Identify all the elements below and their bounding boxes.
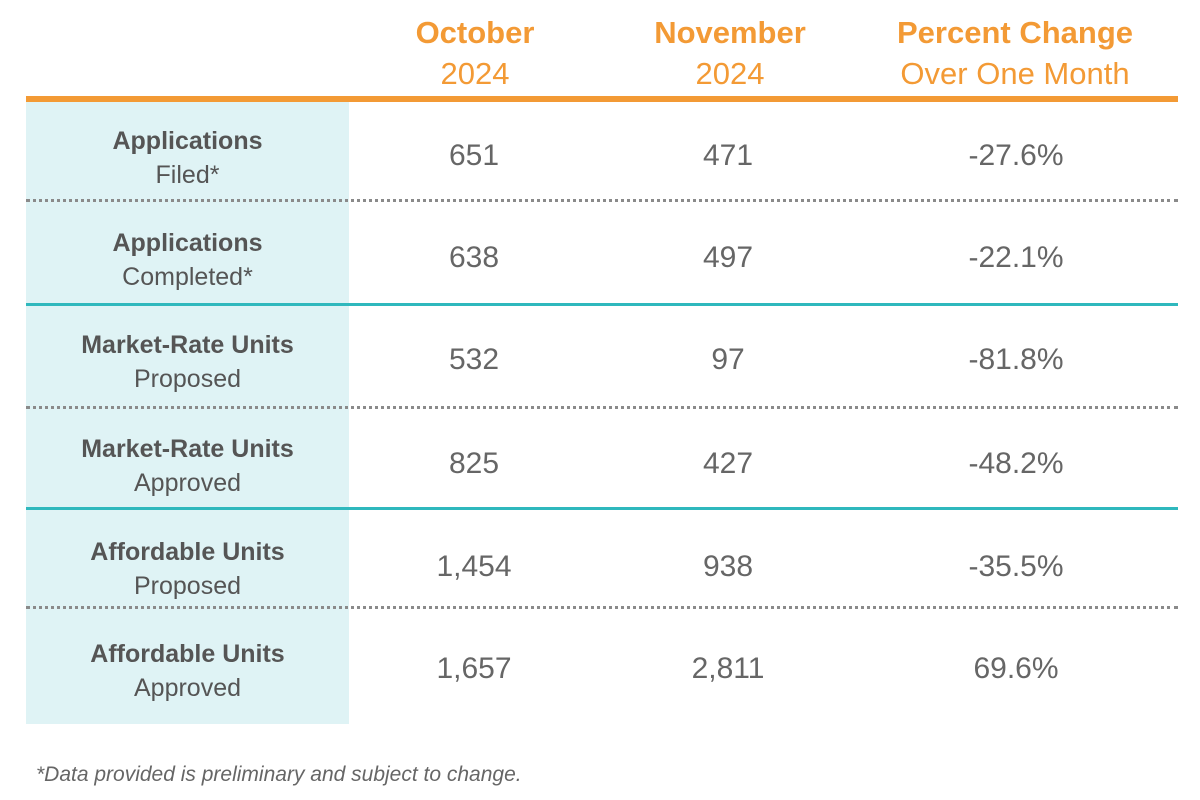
october-value: 825 [448, 447, 500, 480]
header-percent-change-title: Percent Change [896, 15, 1133, 50]
percent-change-value: -27.6% [968, 139, 1064, 172]
group-divider [26, 507, 1178, 510]
october-value: 1,657 [436, 652, 512, 685]
row-label-bold: Applications [112, 127, 263, 155]
row-label-bold: Affordable Units [90, 538, 285, 566]
percent-change-value: -48.2% [968, 447, 1064, 480]
table-row: Affordable Units Proposed 1,454 938 -35.… [0, 515, 1200, 617]
header-month: November [654, 15, 806, 50]
row-label-normal: Completed* [122, 263, 253, 291]
november-value: 497 [702, 241, 754, 274]
header-month: October [415, 15, 535, 50]
header-percent-change: Percent Change Over One Month [870, 12, 1160, 94]
percent-change-value: -35.5% [968, 550, 1064, 583]
row-divider-dotted [26, 406, 1178, 409]
row-label: Applications Filed* [26, 124, 349, 192]
row-label-bold: Market-Rate Units [81, 435, 294, 463]
row-label: Affordable Units Approved [26, 637, 349, 705]
header-year: 2024 [695, 56, 765, 91]
header-year: 2024 [440, 56, 510, 91]
row-label-normal: Approved [133, 469, 242, 497]
row-label: Applications Completed* [26, 226, 349, 294]
november-value: 427 [702, 447, 754, 480]
row-label-bold: Affordable Units [90, 640, 285, 668]
row-divider-dotted [26, 606, 1178, 609]
percent-change-value: -22.1% [968, 241, 1064, 274]
header-divider [26, 96, 1178, 102]
footnote: *Data provided is preliminary and subjec… [36, 763, 522, 786]
table-header: October 2024 November 2024 Percent Chang… [0, 0, 1200, 100]
row-label-bold: Market-Rate Units [81, 331, 294, 359]
header-percent-change-subtitle: Over One Month [900, 56, 1130, 91]
header-november-2024: November 2024 [620, 12, 840, 94]
percent-change-value: -81.8% [968, 343, 1064, 376]
october-value: 1,454 [436, 550, 512, 583]
group-divider [26, 303, 1178, 306]
row-label-normal: Approved [133, 674, 242, 702]
table-row: Market-Rate Units Approved 825 427 -48.2… [0, 412, 1200, 514]
october-value: 532 [448, 343, 500, 376]
row-label-normal: Proposed [133, 572, 242, 600]
row-label-normal: Filed* [155, 161, 220, 189]
november-value: 471 [702, 139, 754, 172]
header-october-2024: October 2024 [370, 12, 580, 94]
percent-change-value: 69.6% [973, 652, 1059, 685]
november-value: 97 [711, 343, 745, 376]
row-label-normal: Proposed [133, 365, 242, 393]
row-label: Market-Rate Units Approved [26, 432, 349, 500]
november-value: 2,811 [691, 652, 765, 685]
row-label-bold: Applications [112, 229, 263, 257]
table-row: Market-Rate Units Proposed 532 97 -81.8% [0, 308, 1200, 410]
row-divider-dotted [26, 199, 1178, 202]
row-label: Affordable Units Proposed [26, 535, 349, 603]
row-label: Market-Rate Units Proposed [26, 328, 349, 396]
october-value: 638 [448, 241, 500, 274]
label-column-background [26, 102, 349, 724]
november-value: 938 [702, 550, 754, 583]
october-value: 651 [448, 139, 500, 172]
table-row: Applications Completed* 638 497 -22.1% [0, 206, 1200, 308]
table-row: Affordable Units Approved 1,657 2,811 69… [0, 617, 1200, 719]
table-row: Applications Filed* 651 471 -27.6% [0, 104, 1200, 206]
